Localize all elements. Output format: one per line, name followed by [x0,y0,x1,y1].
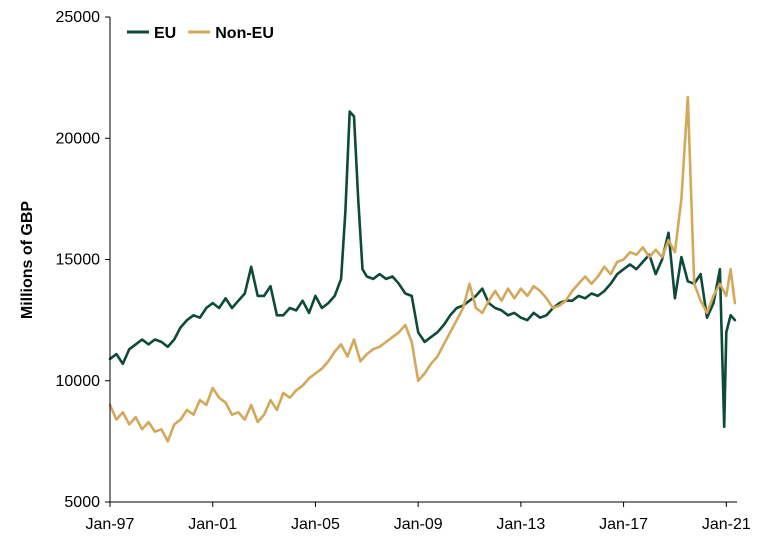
series-line-non-eu [108,95,737,443]
x-tick-label: Jan-97 [86,516,135,533]
y-tick-label: 20000 [56,130,101,147]
y-axis-label: Millions of GBP [19,201,36,320]
legend-label-eu: EU [154,25,176,42]
axes: 5000 10000 15000 20000 25000 Jan-97 Jan-01 Jan-… [56,9,751,533]
x-tick-label: Jan-17 [599,516,648,533]
plot-area [108,95,737,443]
legend-label-non-eu: Non-EU [215,25,274,42]
y-tick-label: 25000 [56,9,101,26]
y-tick-label: 15000 [56,252,101,269]
x-tick-label: Jan-05 [291,516,340,533]
x-tick-label: Jan-09 [394,516,443,533]
x-tick-label: Jan-01 [188,516,237,533]
x-tick-label: Jan-13 [496,516,545,533]
legend: EU Non-EU [127,25,274,42]
x-tick-label: Jan-21 [702,516,751,533]
y-tick-label: 5000 [64,494,100,511]
series-line-eu [108,110,737,429]
y-tick-label: 10000 [56,373,101,390]
